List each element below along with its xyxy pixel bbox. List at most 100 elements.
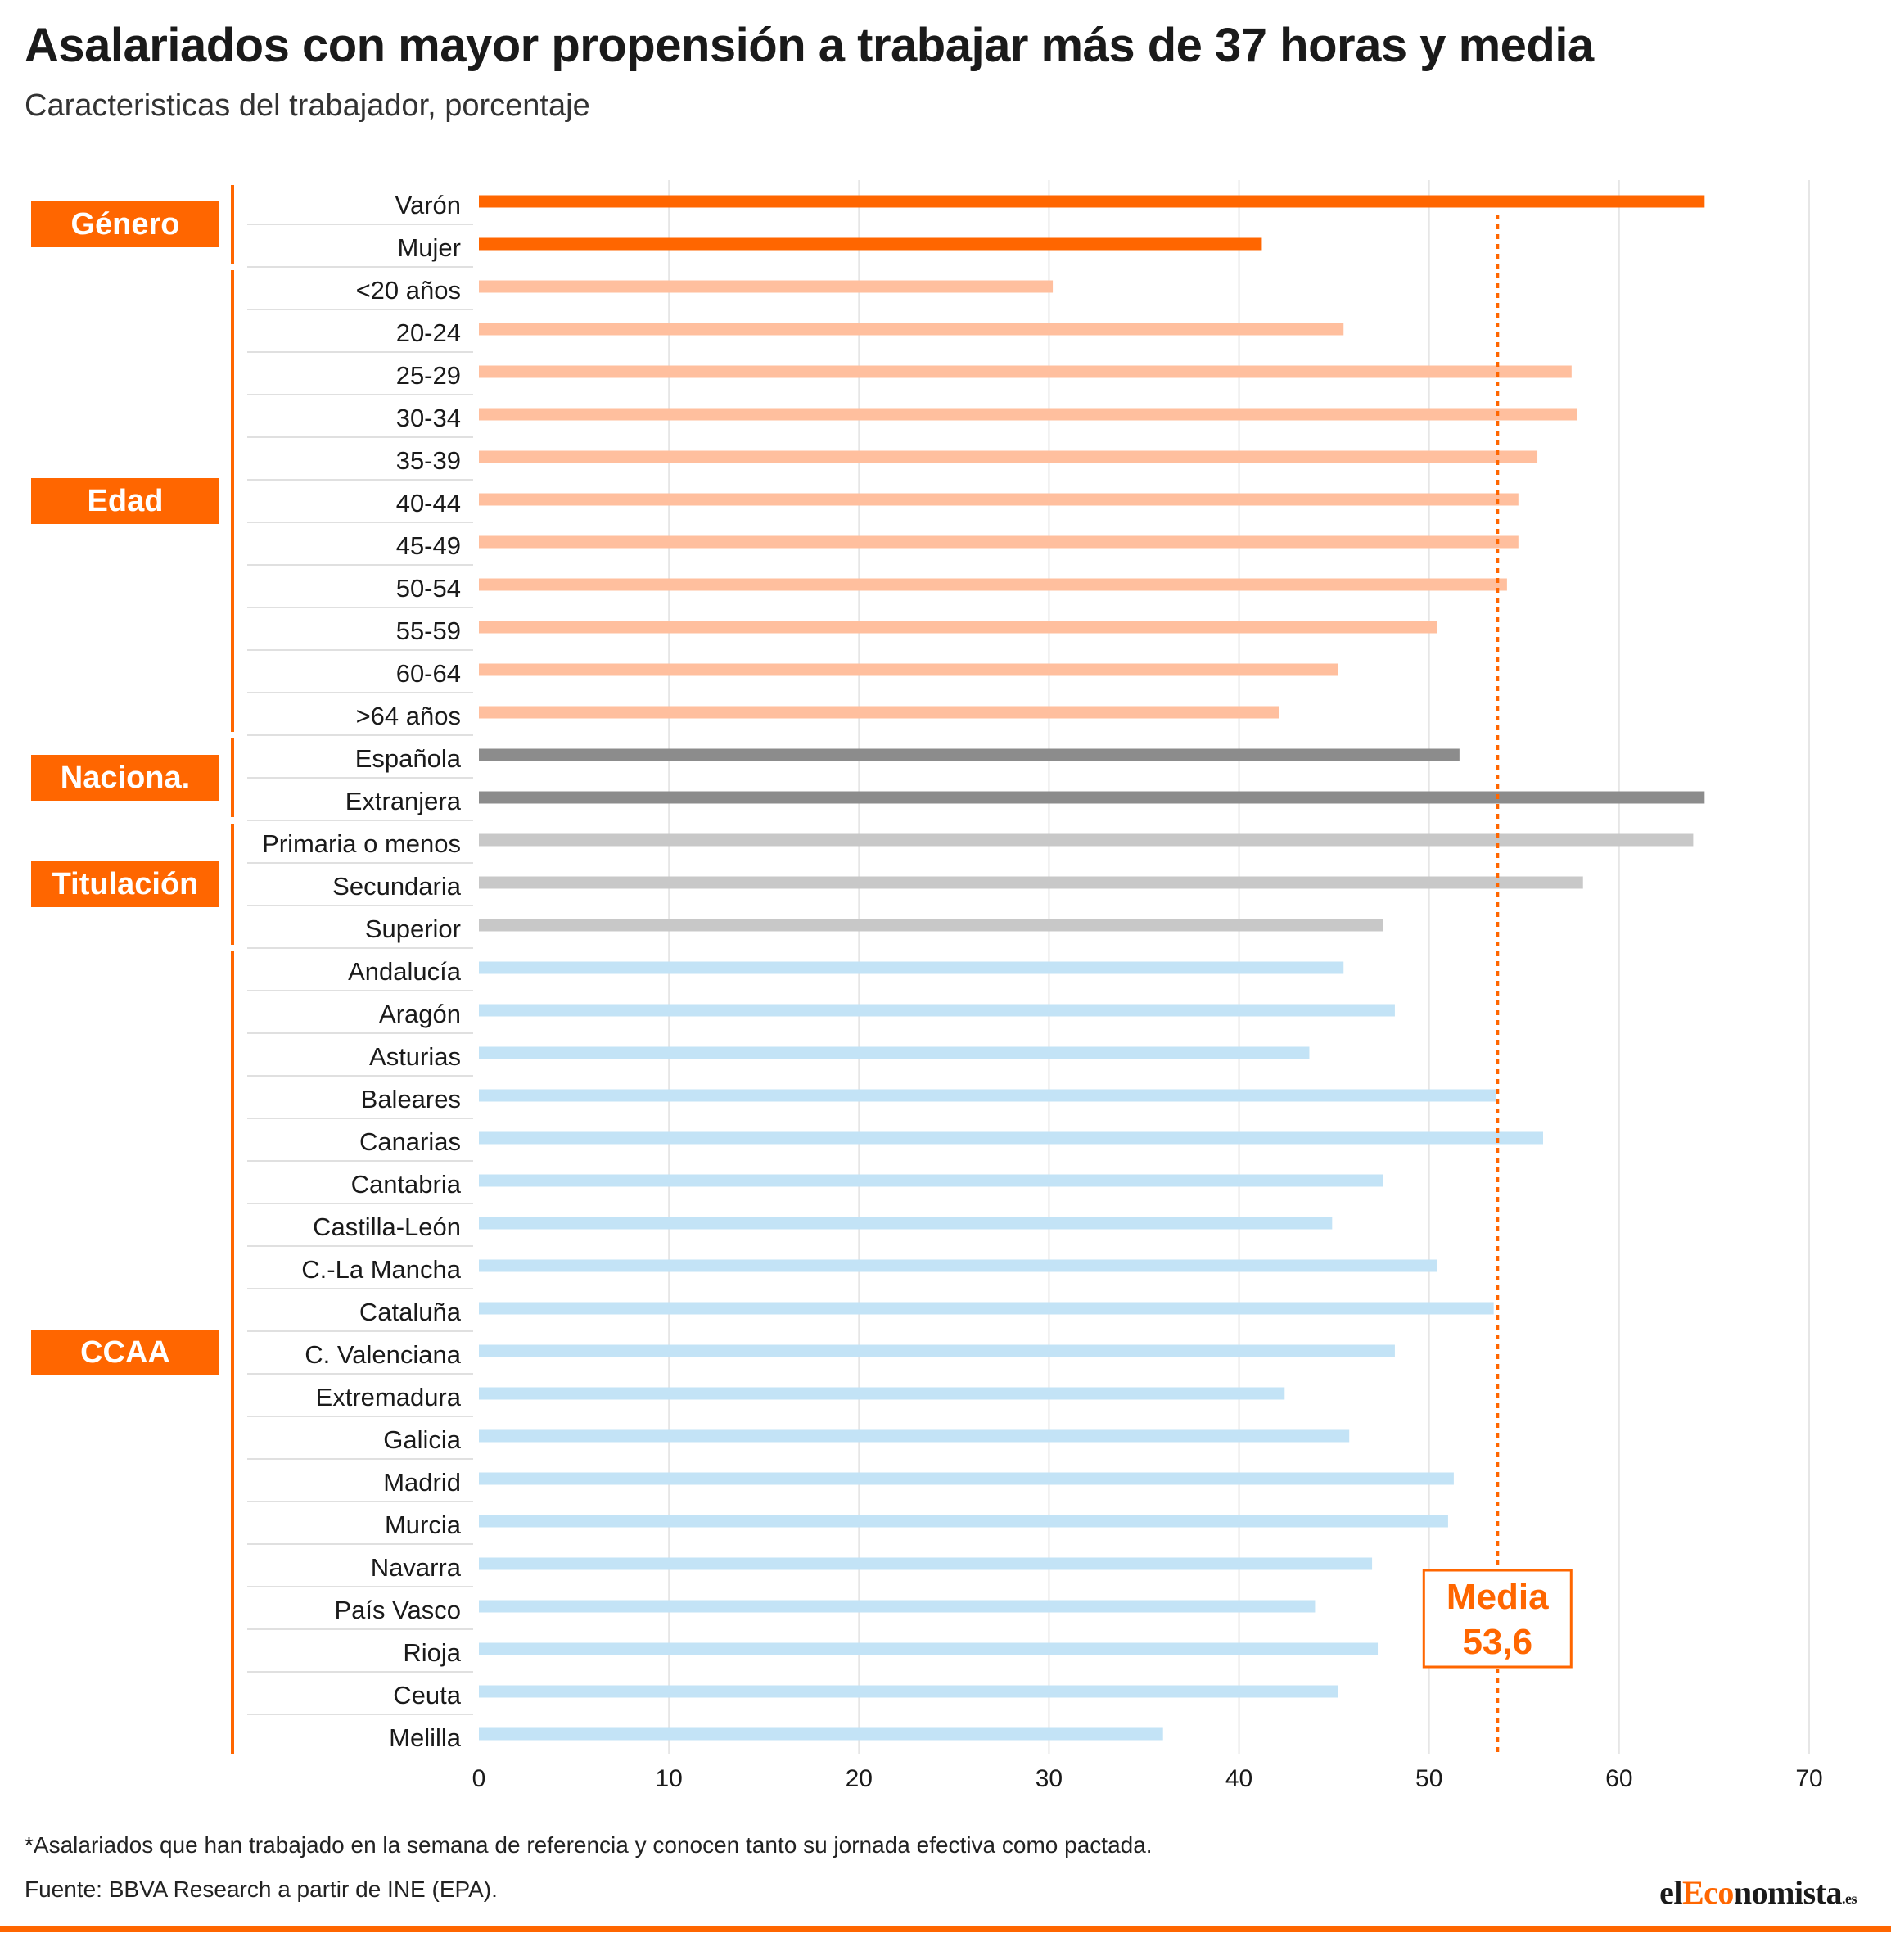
bar xyxy=(479,195,1705,208)
x-tick-label: 60 xyxy=(1605,1765,1632,1792)
category-label: 20-24 xyxy=(396,318,461,347)
bar xyxy=(479,578,1507,591)
group-badge xyxy=(31,755,219,801)
bar xyxy=(479,706,1279,719)
x-tick-label: 20 xyxy=(846,1765,873,1792)
average-label-title: Media xyxy=(1446,1577,1549,1617)
group-badge-label: Género xyxy=(70,207,179,242)
x-tick-label: 0 xyxy=(472,1765,486,1792)
brand-logo: elEconomista.es xyxy=(1659,1873,1857,1912)
bar xyxy=(479,1131,1543,1145)
bar xyxy=(479,1600,1316,1613)
bar xyxy=(479,663,1338,676)
x-tick-label: 10 xyxy=(655,1765,682,1792)
category-label: Rioja xyxy=(403,1638,461,1667)
bar xyxy=(479,237,1262,251)
group-badge-label: Naciona. xyxy=(61,761,190,795)
bar xyxy=(479,323,1344,336)
category-label: 30-34 xyxy=(396,404,461,432)
bar xyxy=(479,1557,1373,1570)
category-label: Andalucía xyxy=(348,957,462,986)
category-label: Española xyxy=(355,744,462,773)
bar xyxy=(479,450,1538,463)
bar-chart: Varón Mujer Género <20 años 20-24 25-29 30-34 3… xyxy=(31,180,1823,1792)
bar xyxy=(479,1472,1454,1485)
bar xyxy=(479,1174,1383,1187)
bar xyxy=(479,1685,1338,1698)
bar xyxy=(479,919,1383,932)
category-label: 35-39 xyxy=(396,446,461,475)
x-tick-label: 70 xyxy=(1795,1765,1822,1792)
brand-suffix: nomista xyxy=(1733,1874,1843,1911)
category-label: C. Valenciana xyxy=(305,1340,461,1369)
group-badge-label: CCAA xyxy=(80,1335,170,1370)
category-label: Superior xyxy=(365,915,461,943)
bottom-rule xyxy=(0,1926,1891,1932)
category-label: Extremadura xyxy=(316,1383,462,1411)
category-label: Mujer xyxy=(397,233,461,262)
bar xyxy=(479,1387,1285,1400)
bar xyxy=(479,1217,1333,1230)
group-badge xyxy=(31,201,219,247)
category-label: Canarias xyxy=(359,1127,461,1156)
x-tick-label: 40 xyxy=(1225,1765,1252,1792)
brand-prefix: el xyxy=(1659,1874,1682,1911)
average-label-box xyxy=(1422,1569,1573,1669)
category-label: Extranjera xyxy=(345,787,462,815)
bar xyxy=(479,280,1054,293)
category-label: Navarra xyxy=(371,1553,462,1582)
group-badge-label: Titulación xyxy=(52,867,199,901)
bar xyxy=(479,493,1519,506)
bar xyxy=(479,1642,1379,1655)
bar xyxy=(479,1344,1395,1357)
category-label: Asturias xyxy=(369,1042,461,1071)
category-label: Varón xyxy=(395,191,461,219)
source-note: Fuente: BBVA Research a partir de INE (E… xyxy=(25,1876,498,1902)
chart-title: Asalariados con mayor propensión a traba… xyxy=(25,19,1594,72)
brand-tld: .es xyxy=(1842,1890,1857,1907)
x-tick-label: 50 xyxy=(1415,1765,1442,1792)
bar xyxy=(479,365,1572,378)
x-tick-label: 30 xyxy=(1036,1765,1063,1792)
category-label: 40-44 xyxy=(396,489,461,517)
group-badge xyxy=(31,1330,219,1375)
bar xyxy=(479,833,1694,847)
bar xyxy=(479,1302,1494,1315)
category-label: País Vasco xyxy=(334,1596,461,1624)
bar xyxy=(479,1089,1496,1102)
category-label: C.-La Mancha xyxy=(301,1255,461,1284)
group-badge xyxy=(31,861,219,907)
category-label: <20 años xyxy=(356,276,461,305)
category-label: Ceuta xyxy=(393,1681,461,1709)
bar xyxy=(479,791,1705,804)
category-label: Primaria o menos xyxy=(262,829,461,858)
bar xyxy=(479,1727,1163,1741)
bar xyxy=(479,961,1344,974)
chart-subtitle: Caracteristicas del trabajador, porcenta… xyxy=(25,88,590,123)
brand-accent: Eco xyxy=(1681,1874,1734,1911)
footnote: *Asalariados que han trabajado en la sem… xyxy=(25,1832,1153,1858)
category-label: Baleares xyxy=(361,1085,461,1113)
category-label: Galicia xyxy=(383,1425,462,1454)
category-label: >64 años xyxy=(356,702,461,730)
category-label: Castilla-León xyxy=(313,1213,461,1241)
category-label: 45-49 xyxy=(396,531,461,560)
category-label: Secundaria xyxy=(332,872,462,901)
average-label-value: 53,6 xyxy=(1462,1622,1532,1662)
group-badge xyxy=(31,478,219,524)
group-badge-label: Edad xyxy=(88,484,164,518)
category-label: Murcia xyxy=(385,1511,462,1539)
category-label: Cantabria xyxy=(351,1170,462,1199)
bar xyxy=(479,1429,1350,1443)
category-label: Melilla xyxy=(389,1723,462,1752)
bar xyxy=(479,1004,1395,1017)
bar xyxy=(479,408,1577,421)
category-label: Madrid xyxy=(383,1468,461,1497)
category-label: Aragón xyxy=(379,1000,461,1028)
category-label: Cataluña xyxy=(359,1298,462,1326)
category-label: 25-29 xyxy=(396,361,461,390)
category-label: 55-59 xyxy=(396,616,461,645)
category-label: 60-64 xyxy=(396,659,461,688)
bar xyxy=(479,748,1460,761)
bar xyxy=(479,535,1519,549)
